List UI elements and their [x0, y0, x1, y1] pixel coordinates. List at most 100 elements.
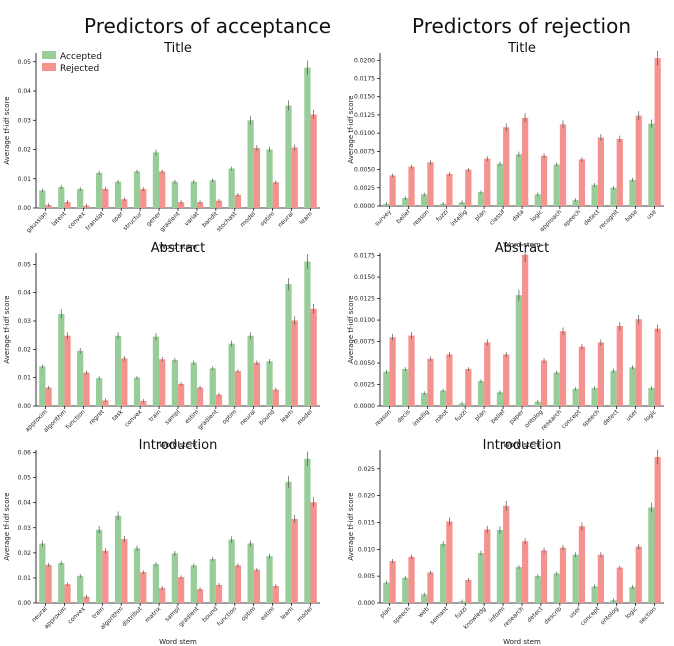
- bar-accepted: [39, 543, 46, 603]
- y-tick-label: 0.00: [18, 205, 32, 212]
- x-tick-label: survey: [374, 208, 394, 228]
- bar-rejected: [389, 337, 396, 406]
- x-tick-label: learn: [279, 408, 295, 424]
- bar-rejected: [654, 328, 661, 406]
- y-axis-label: Average tf-idf score: [347, 492, 355, 560]
- x-tick-label: optim: [259, 210, 276, 227]
- bar-accepted: [96, 172, 103, 208]
- x-tick-label: regret: [88, 408, 106, 426]
- x-tick-label: train: [91, 605, 106, 620]
- bar-accepted: [152, 336, 160, 406]
- bar-rejected: [522, 541, 529, 603]
- bar-accepted: [591, 586, 598, 603]
- x-tick-label: gradient: [159, 210, 182, 233]
- y-tick-label: 0.0200: [354, 57, 375, 64]
- bar-rejected: [578, 526, 586, 603]
- legend-label-accepted: Accepted: [60, 52, 102, 62]
- bar-rejected: [196, 202, 204, 208]
- x-tick-label: stochast: [215, 210, 238, 233]
- x-tick-label: plan: [473, 208, 487, 222]
- bar-accepted: [515, 154, 522, 206]
- y-axis-label: Average tf-idf score: [347, 95, 355, 163]
- bar-rejected: [427, 162, 434, 206]
- bar-accepted: [629, 586, 636, 603]
- bar-rejected: [465, 579, 472, 603]
- bar-rejected: [215, 200, 223, 208]
- bar-rejected: [540, 550, 548, 603]
- bar-accepted: [304, 67, 311, 208]
- bar-accepted: [171, 181, 178, 208]
- x-axis-label: Word stem: [159, 441, 197, 449]
- bar-rejected: [503, 127, 510, 206]
- bar-rejected: [178, 202, 185, 208]
- bar-rejected: [291, 320, 298, 406]
- bar-rejected: [522, 117, 529, 206]
- x-tick-label: section: [638, 605, 658, 625]
- y-tick-label: 0.03: [18, 117, 32, 124]
- bar-rejected: [559, 547, 567, 603]
- x-tick-label: speech: [581, 408, 601, 428]
- x-axis-label: Word stem: [159, 638, 197, 646]
- bar-accepted: [591, 184, 598, 206]
- y-tick-label: 0.020: [358, 493, 375, 500]
- y-tick-label: 0.0000: [354, 203, 375, 210]
- x-tick-label: structur: [122, 210, 144, 232]
- bar-rejected: [121, 199, 128, 208]
- x-tick-label: estim: [259, 605, 276, 622]
- x-tick-label: learn: [298, 210, 314, 226]
- bar-accepted: [402, 577, 409, 603]
- bar-accepted: [190, 362, 197, 406]
- x-tick-label: model: [296, 408, 314, 426]
- bar-accepted: [209, 559, 216, 603]
- bar-accepted: [190, 565, 197, 603]
- x-tick-label: learn: [279, 605, 295, 621]
- x-tick-label: translat: [84, 210, 106, 232]
- bar-accepted: [553, 372, 560, 406]
- x-tick-label: robot: [434, 408, 451, 425]
- y-axis-label: Average tf-idf score: [3, 492, 11, 560]
- y-tick-label: 0.03: [18, 318, 32, 325]
- bar-accepted: [402, 369, 409, 406]
- bar-rejected: [140, 400, 147, 406]
- bar-accepted: [209, 180, 216, 208]
- bar-accepted: [133, 171, 141, 208]
- x-tick-label: logic: [624, 605, 639, 620]
- bar-accepted: [285, 284, 292, 406]
- bar-rejected: [484, 342, 491, 406]
- bar-rejected: [465, 169, 472, 206]
- y-tick-label: 0.01: [18, 176, 32, 183]
- bar-accepted: [96, 529, 103, 603]
- x-tick-label: fuzzi: [454, 408, 469, 423]
- bar-rejected: [159, 171, 166, 208]
- bar-rejected: [408, 335, 415, 406]
- x-tick-label: ontolog: [599, 605, 620, 626]
- x-tick-label: model: [239, 210, 257, 228]
- x-tick-label: user: [625, 408, 640, 423]
- bar-accepted: [133, 548, 141, 603]
- bar-rejected: [597, 342, 604, 406]
- bar-rejected: [64, 335, 71, 406]
- x-tick-label: reason: [374, 408, 393, 427]
- bar-accepted: [209, 368, 216, 406]
- legend-swatch-accepted: [42, 51, 56, 59]
- bar-accepted: [534, 576, 541, 603]
- bar-rejected: [178, 383, 185, 406]
- bar-accepted: [304, 261, 311, 406]
- bar-accepted: [629, 367, 636, 406]
- bar-accepted: [515, 295, 522, 406]
- bar-rejected: [446, 173, 453, 206]
- y-tick-label: 0.05: [18, 475, 32, 482]
- bar-rejected: [272, 182, 279, 208]
- bar-accepted: [228, 343, 235, 406]
- y-tick-label: 0.0100: [354, 317, 375, 324]
- bar-rejected: [253, 362, 260, 406]
- bar-accepted: [247, 120, 254, 208]
- bar-accepted: [58, 313, 65, 406]
- y-tick-label: 0.0025: [354, 185, 375, 192]
- y-tick-label: 0.01: [18, 575, 32, 582]
- y-tick-label: 0.0075: [354, 339, 375, 346]
- bar-accepted: [572, 200, 579, 206]
- bar-rejected: [272, 585, 279, 603]
- bar-accepted: [610, 370, 617, 406]
